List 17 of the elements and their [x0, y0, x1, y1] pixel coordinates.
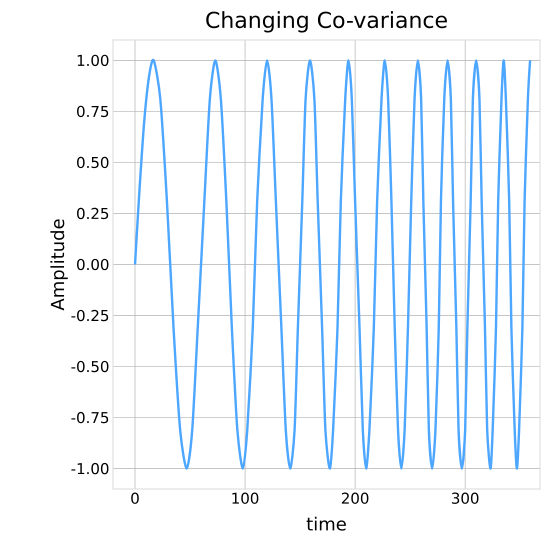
line-series — [134, 59, 532, 470]
y-tick-label: 0.00 — [77, 258, 108, 270]
y-tick-label: 0.50 — [77, 156, 108, 168]
x-axis-title: time — [306, 516, 346, 531]
y-tick-label: -0.50 — [71, 360, 108, 372]
x-tick-label: 0 — [131, 492, 139, 504]
x-tick-label: 300 — [452, 492, 478, 504]
y-tick-label: 0.25 — [77, 208, 108, 220]
x-tick-label: 200 — [342, 492, 368, 504]
y-axis-title: Amplitude — [50, 219, 68, 310]
y-tick-label: -0.25 — [71, 310, 108, 322]
y-tick-label: -1.00 — [71, 462, 108, 474]
x-tick-label: 100 — [232, 492, 258, 504]
y-tick-label: 1.00 — [78, 54, 108, 66]
y-tick-label: 0.75 — [77, 106, 108, 118]
y-tick-label: -0.75 — [71, 412, 108, 424]
chart-title: Changing Co-variance — [206, 11, 447, 32]
